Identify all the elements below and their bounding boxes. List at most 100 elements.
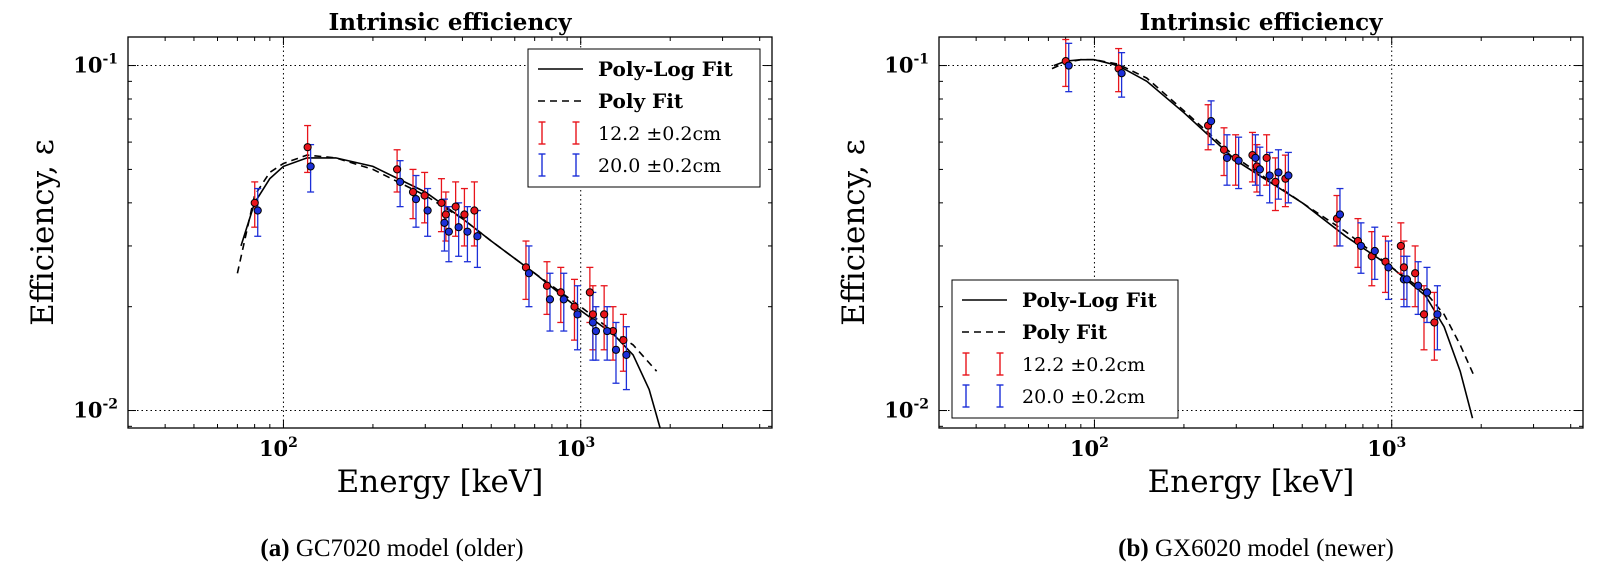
data-point <box>253 206 262 215</box>
data-point <box>585 288 594 297</box>
data-point <box>451 202 460 211</box>
data-point <box>1399 263 1409 272</box>
data-point <box>1265 171 1274 180</box>
legend-label: 12.2 ±0.2cm <box>598 123 721 145</box>
data-point <box>611 345 621 354</box>
caption-tag: (b) <box>1118 535 1149 562</box>
data-point <box>1207 117 1216 126</box>
x-tick-label: 103 <box>1367 435 1406 461</box>
data-point <box>1251 153 1260 162</box>
chart-title: Intrinsic efficiency <box>1139 9 1383 36</box>
data-point <box>1422 288 1432 297</box>
data-point <box>1396 241 1405 251</box>
data-point <box>542 281 552 290</box>
poly-log-fit-line <box>240 157 661 428</box>
y-axis-label: Efficiency, ε <box>836 139 872 326</box>
data-point <box>250 198 259 207</box>
plot-frame <box>127 36 773 429</box>
data-point <box>1274 168 1283 177</box>
data-point <box>454 223 463 232</box>
y-tick-label: 10-1 <box>884 52 929 78</box>
data-point <box>573 310 582 319</box>
x-tick-base: 10 <box>556 436 585 461</box>
data-point <box>1222 153 1232 162</box>
data-point <box>444 227 453 236</box>
x-tick-exponent: 2 <box>1099 435 1109 451</box>
data-point <box>1370 246 1379 256</box>
legend-label: Poly-Log Fit <box>598 57 734 81</box>
caption-text: GX6020 model (newer) <box>1149 535 1394 562</box>
data-point <box>591 326 601 336</box>
legend-label: 20.0 ±0.2cm <box>1022 386 1145 408</box>
legend: Poly-Log Fit Poly Fit 12.2 ±0.2cm 20.0 ±0.2… <box>951 279 1179 419</box>
data-point <box>545 295 555 304</box>
caption-text: GC7020 model (older) <box>290 535 524 562</box>
data-point <box>1419 310 1429 319</box>
data-point <box>1262 153 1271 162</box>
y-tick-label: 10-2 <box>73 397 118 423</box>
data-point <box>619 336 628 345</box>
data-point <box>306 162 315 171</box>
data-point <box>1219 145 1229 154</box>
data-point <box>559 295 568 304</box>
data-point <box>423 206 432 215</box>
data-point <box>570 302 579 311</box>
x-tick-exponent: 3 <box>1396 435 1406 451</box>
legend-label: 20.0 ±0.2cm <box>598 155 721 177</box>
y-tick-exponent: -2 <box>102 397 118 413</box>
data-point <box>1255 165 1264 174</box>
poly-fit-line <box>236 154 658 372</box>
y-tick-exponent: -1 <box>913 52 929 68</box>
y-tick-base: 10 <box>73 53 102 78</box>
data-point <box>396 177 405 187</box>
data-point <box>420 191 429 200</box>
data-point <box>1430 318 1439 327</box>
plot-frame <box>938 36 1584 429</box>
x-axis-label: Energy [keV] <box>337 464 544 500</box>
data-point <box>524 269 534 278</box>
data-point <box>411 195 421 204</box>
data-point <box>303 143 312 152</box>
y-tick-base: 10 <box>884 53 913 78</box>
data-point <box>556 288 565 297</box>
data-point <box>600 310 609 319</box>
x-tick-label: 102 <box>259 435 298 461</box>
data-point <box>588 310 598 319</box>
data-point <box>1335 210 1345 219</box>
data-point <box>588 318 597 327</box>
figure-caption: (a) GC7020 model (older) <box>260 535 523 562</box>
data-point <box>463 227 472 236</box>
legend-box <box>951 279 1179 419</box>
x-axis-label: Energy [keV] <box>1148 464 1355 500</box>
y-tick-exponent: -2 <box>913 397 929 413</box>
data-point <box>1411 269 1420 278</box>
data-point <box>622 350 631 359</box>
data-point <box>460 210 469 219</box>
data-point <box>1356 241 1366 251</box>
data-point <box>1402 275 1412 284</box>
data-point <box>1271 177 1280 187</box>
chart-title: Intrinsic efficiency <box>328 9 572 36</box>
y-tick-base: 10 <box>73 398 102 423</box>
legend-box <box>527 48 761 188</box>
figure-caption: (b) GX6020 model (newer) <box>1118 535 1394 562</box>
legend-label: 12.2 ±0.2cm <box>1022 354 1145 376</box>
data-point <box>437 198 446 207</box>
x-tick-label: 103 <box>556 435 595 461</box>
data-point <box>1064 61 1073 70</box>
legend-label: Poly-Log Fit <box>1022 288 1158 312</box>
x-tick-exponent: 3 <box>585 435 595 451</box>
data-point <box>473 232 482 241</box>
x-tick-base: 10 <box>1070 436 1099 461</box>
legend-label: Poly Fit <box>598 89 684 113</box>
data-point <box>408 187 418 197</box>
y-tick-label: 10-1 <box>73 52 118 78</box>
y-tick-label: 10-2 <box>884 397 929 423</box>
data-point <box>1414 281 1423 290</box>
plot-area <box>1051 38 1476 419</box>
x-tick-base: 10 <box>259 436 288 461</box>
x-tick-exponent: 2 <box>288 435 298 451</box>
data-point <box>1384 263 1393 272</box>
